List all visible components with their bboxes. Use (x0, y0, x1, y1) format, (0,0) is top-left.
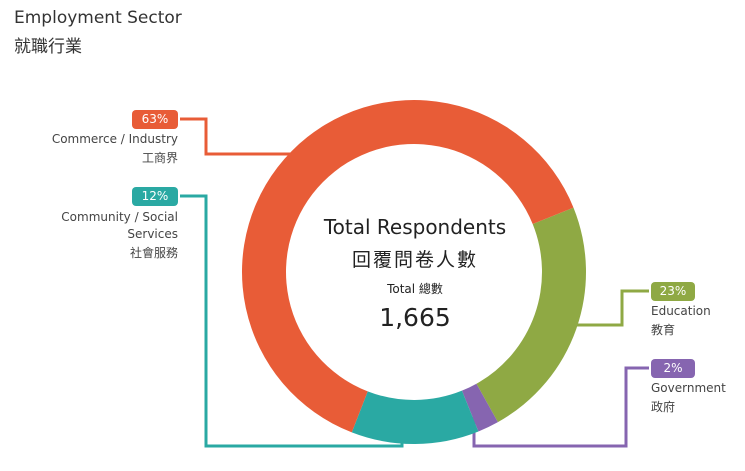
center-title-zh: 回覆問卷人數 (351, 249, 478, 271)
label-commerce-en: Commerce / Industry (51, 132, 178, 146)
connector-government (472, 366, 649, 448)
slice-education (476, 207, 587, 423)
label-government-en: Government (651, 381, 726, 395)
badge-commerce: 63% (132, 110, 178, 129)
center-title-en: Total Respondents (323, 215, 507, 239)
center-summary: Total Respondents 回覆問卷人數 Total 總數 1,665 (305, 215, 525, 332)
chart-title-zh: 就職行業 (14, 37, 82, 57)
label-education: Education 教育 (651, 303, 741, 339)
slice-government (461, 383, 498, 432)
label-education-zh: 教育 (651, 323, 676, 337)
slice-community-social-services (351, 390, 479, 444)
badge-community: 12% (132, 187, 178, 206)
label-commerce-zh: 工商界 (141, 151, 178, 165)
total-label: Total 總數 (387, 282, 443, 296)
label-education-en: Education (651, 304, 711, 318)
badge-education: 23% (651, 282, 695, 301)
badge-government: 2% (651, 359, 695, 378)
connector-commerce (180, 117, 300, 156)
label-community-zh: 社會服務 (129, 246, 178, 260)
label-community: Community / Social Services 社會服務 (40, 209, 178, 262)
connector-education (570, 289, 649, 327)
total-value: 1,665 (379, 303, 451, 332)
label-government: Government 政府 (651, 380, 741, 416)
label-government-zh: 政府 (651, 400, 676, 414)
label-community-en: Community / Social Services (61, 210, 178, 241)
donut-slices (242, 99, 587, 444)
chart-title-en: Employment Sector (14, 8, 182, 28)
label-commerce: Commerce / Industry 工商界 (20, 131, 178, 167)
